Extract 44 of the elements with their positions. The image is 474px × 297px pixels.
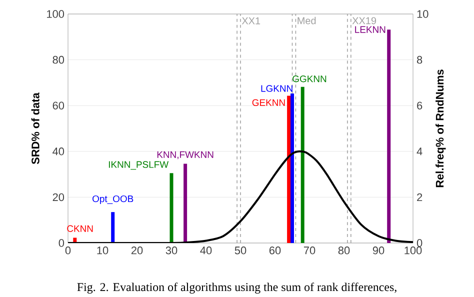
x-tick-label: 0: [65, 246, 71, 254]
x-tick-label: 70: [304, 246, 316, 254]
x-tick-label: 20: [131, 246, 143, 254]
caption: Fig. 2. Evaluation of algorithms using the sum of rank differences,: [77, 282, 396, 294]
bar: [287, 96, 291, 243]
series-label: KNN,FWKNN: [157, 151, 214, 160]
y-tick-label: 80: [52, 56, 64, 64]
y2-tick-label: 0: [416, 239, 422, 247]
y-axis-title: SRD% of data: [31, 92, 40, 164]
bar: [184, 164, 188, 243]
y2-tick-label: 8: [416, 56, 422, 64]
ref-line-label: Med: [298, 16, 316, 24]
y2-tick-label: 2: [417, 193, 422, 202]
y2-tick-label: 10: [417, 10, 428, 18]
y2-tick-label: 4: [416, 148, 422, 156]
series-label: Opt_OOB: [92, 195, 134, 204]
x-tick-label: 60: [269, 246, 281, 254]
series-label: GGKNN: [292, 75, 326, 82]
x-tick-label: 10: [97, 246, 108, 254]
series-label: LGKNN: [261, 85, 292, 92]
bar: [387, 30, 391, 243]
y-tick-label: 100: [47, 10, 64, 18]
y2-axis-title: Rel.freq% of RndNums: [436, 70, 446, 188]
y-tick-label: 40: [52, 148, 64, 156]
bar: [290, 93, 294, 243]
y-tick-label: 0: [58, 239, 64, 247]
series-label: CKNN: [67, 225, 93, 232]
x-tick-label: 90: [372, 246, 384, 254]
bar: [170, 173, 174, 243]
bar: [300, 86, 304, 243]
y-tick-label: 60: [52, 102, 64, 110]
ref-line-label: XX19: [352, 17, 376, 24]
y-tick-label: 20: [52, 193, 64, 202]
x-tick-label: 30: [166, 246, 178, 254]
series-label: IKNN_PSLFW: [108, 161, 169, 170]
bar: [111, 212, 115, 243]
x-tick-label: 100: [404, 246, 422, 254]
x-tick-label: 40: [200, 246, 212, 254]
x-tick-label: 50: [234, 246, 246, 254]
y2-tick-label: 6: [417, 102, 422, 110]
x-tick-label: 80: [338, 246, 350, 254]
series-label: GEKNN: [252, 99, 285, 106]
series-label: LEKNN: [355, 26, 386, 33]
ref-line-label: XX1: [242, 17, 260, 24]
